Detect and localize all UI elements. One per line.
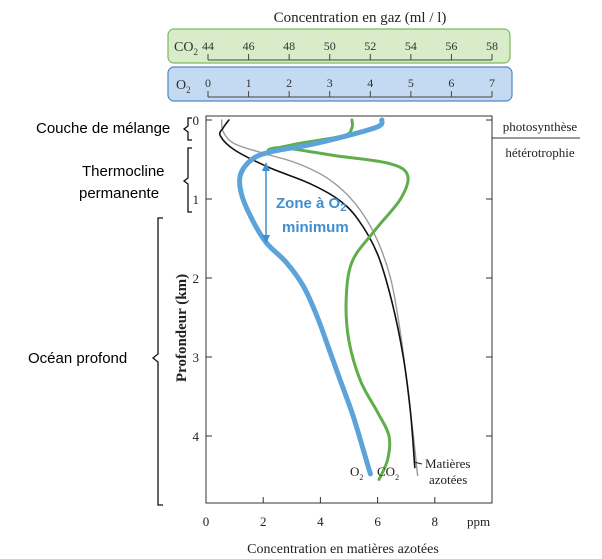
series-label-matieres-leader [413, 461, 423, 465]
series-label-matieres-2: azotées [429, 472, 467, 487]
y-tick-label-2: 2 [193, 271, 200, 286]
label-photosynthese: photosynthèse [503, 119, 578, 134]
plot-frame [205, 115, 493, 504]
y-tick-label-4: 4 [193, 429, 200, 444]
y-tick-label-3: 3 [193, 350, 200, 365]
o2-tick-label-6: 6 [448, 76, 454, 90]
o2-tick-label-1: 1 [246, 76, 252, 90]
x-tick-label-1: 2 [260, 514, 267, 529]
y-tick-label-1: 1 [193, 192, 200, 207]
label-heterotrophie: hétérotrophie [505, 145, 575, 160]
x-tick-label-2: 4 [317, 514, 324, 529]
co2-tick-label-0: 44 [202, 39, 214, 53]
y-tick-label-0: 0 [193, 113, 200, 128]
x-tick-label-3: 6 [374, 514, 381, 529]
o2-minimum-arrowhead-bottom [262, 235, 270, 244]
co2-tick-label-3: 50 [324, 39, 336, 53]
o2-tick-label-3: 3 [327, 76, 333, 90]
zone-brackets [151, 117, 192, 506]
curve-matieres-azotees [218, 119, 416, 469]
co2-tick-label-5: 54 [405, 39, 417, 53]
co2-tick-label-2: 48 [283, 39, 295, 53]
x-tick-label-4: 8 [432, 514, 439, 529]
bracket-thermocline [182, 147, 192, 213]
o2-minimum-arrowhead-top [262, 162, 270, 171]
o2-tick-label-4: 4 [367, 76, 373, 90]
zone-label-ocean: Océan profond [28, 350, 127, 367]
o2-scale: O2 0 1 2 3 4 5 6 7 [167, 66, 513, 102]
o2-minimum-label-1: Zone à O2 [276, 195, 346, 214]
o2-minimum-label-2: minimum [282, 219, 349, 236]
x-unit-label: ppm [467, 514, 490, 529]
o2-tick-label-7: 7 [489, 76, 495, 90]
zone-label-thermocline-1: Thermocline [82, 163, 165, 180]
y-axis-title: Profondeur (km) [174, 274, 190, 382]
x-tick-label-0: 0 [203, 514, 210, 529]
co2-tick-label-6: 56 [445, 39, 457, 53]
series-label-o2: O2 [350, 464, 363, 482]
o2-tick-label-2: 2 [286, 76, 292, 90]
o2-tick-label-0: 0 [205, 76, 211, 90]
bracket-ocean [151, 217, 163, 506]
curve-o2 [237, 117, 385, 477]
co2-scale: CO2 44 46 48 50 52 54 56 58 [167, 28, 511, 64]
o2-minimum-annotation: Zone à O2 minimum [262, 162, 349, 244]
series-label-co2: CO2 [377, 464, 399, 482]
curve-matieres-azotees-grey [221, 119, 419, 477]
o2-scale-label: O2 [176, 78, 191, 95]
zone-label-couche: Couche de mélange [36, 120, 170, 137]
co2-tick-label-1: 46 [243, 39, 255, 53]
o2-tick-label-5: 5 [408, 76, 414, 90]
co2-scale-box [167, 28, 511, 64]
x-axis-title: Concentration en matières azotées [247, 542, 439, 557]
co2-tick-label-7: 58 [486, 39, 498, 53]
co2-scale-label: CO2 [174, 40, 198, 57]
o2-scale-box [167, 66, 513, 102]
bracket-couche [182, 117, 192, 141]
zone-label-thermocline-2: permanente [79, 185, 159, 202]
series-label-matieres-1: Matières [425, 456, 470, 471]
curve-co2 [266, 118, 410, 481]
co2-tick-label-4: 52 [364, 39, 376, 53]
gas-axis-title: Concentration en gaz (ml / l) [274, 10, 447, 26]
